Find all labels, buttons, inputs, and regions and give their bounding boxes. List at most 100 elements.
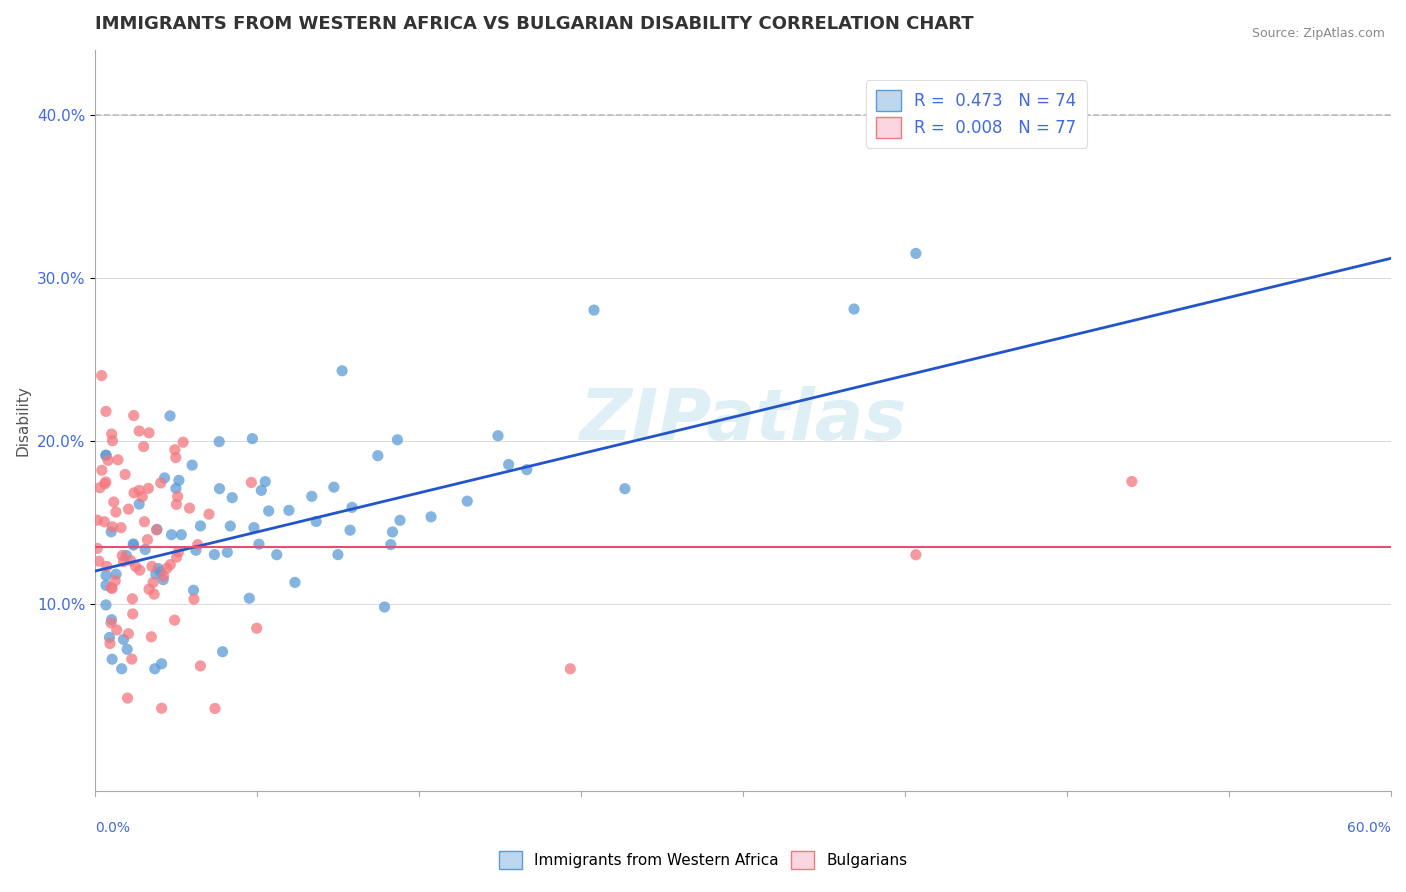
Point (842, 301, 865, 316)
Point (221, 491, 243, 505)
Point (163, 442, 186, 457)
Point (111, 549, 134, 563)
Legend: Immigrants from Western Africa, Bulgarians: Immigrants from Western Africa, Bulgaria… (492, 845, 914, 875)
Point (94, 404, 117, 418)
Point (159, 558, 181, 572)
Point (101, 582, 124, 596)
Point (122, 538, 145, 552)
Point (117, 626, 139, 640)
Point (114, 467, 136, 482)
Point (381, 524, 404, 539)
Point (121, 591, 143, 606)
Point (143, 662, 166, 676)
Point (208, 434, 231, 449)
Point (582, 303, 605, 318)
Point (97, 453, 120, 467)
Point (153, 471, 176, 485)
Point (112, 632, 135, 647)
Point (105, 567, 128, 582)
Point (134, 542, 156, 557)
Point (145, 567, 167, 582)
Point (277, 503, 299, 517)
Point (128, 483, 150, 498)
Point (167, 545, 190, 559)
Point (94, 598, 117, 612)
Point (124, 559, 146, 574)
Point (132, 440, 155, 454)
Point (190, 519, 212, 533)
Point (257, 504, 280, 518)
Point (122, 409, 145, 423)
Point (167, 474, 190, 488)
Point (101, 652, 124, 666)
Point (100, 613, 122, 627)
Point (100, 581, 122, 595)
Point (121, 652, 143, 666)
Point (326, 548, 349, 562)
Point (101, 434, 124, 448)
Point (560, 662, 582, 676)
Point (172, 435, 194, 450)
Point (166, 490, 188, 504)
Point (202, 548, 225, 562)
Point (420, 509, 443, 524)
Point (149, 475, 172, 490)
Point (115, 549, 138, 563)
Point (152, 569, 174, 583)
Point (367, 449, 389, 463)
Point (305, 515, 328, 529)
Point (152, 573, 174, 587)
Point (111, 662, 134, 676)
Point (150, 701, 173, 715)
Point (138, 481, 160, 495)
Text: ZIPatlas: ZIPatlas (579, 386, 907, 455)
Point (165, 450, 187, 465)
Point (131, 490, 153, 504)
Point (613, 482, 636, 496)
Point (198, 507, 221, 521)
Point (98, 631, 121, 645)
Point (86, 513, 108, 527)
Point (122, 537, 145, 551)
Point (115, 642, 138, 657)
Point (141, 630, 163, 644)
Point (105, 623, 128, 637)
Point (190, 659, 212, 673)
Point (486, 429, 509, 443)
Point (145, 523, 167, 537)
Point (340, 500, 363, 515)
Point (93, 515, 115, 529)
Point (149, 565, 172, 579)
Point (134, 515, 156, 529)
Point (90, 368, 112, 383)
Point (904, 548, 927, 562)
Point (1121, 475, 1143, 489)
Point (94, 475, 117, 489)
Point (122, 485, 145, 500)
Point (498, 458, 520, 472)
Point (165, 482, 187, 496)
Point (217, 545, 239, 559)
Point (150, 657, 173, 671)
Point (456, 494, 478, 508)
Point (138, 582, 160, 597)
Point (904, 246, 927, 260)
Point (246, 621, 269, 635)
Point (163, 613, 186, 627)
Point (94, 448, 117, 462)
Point (184, 543, 207, 558)
Point (128, 424, 150, 438)
Point (247, 537, 270, 551)
Point (128, 497, 150, 511)
Point (96, 559, 118, 574)
Point (301, 489, 323, 503)
Point (141, 559, 163, 574)
Point (373, 600, 395, 615)
Point (160, 527, 183, 541)
Point (266, 548, 288, 562)
Point (516, 463, 538, 477)
Point (339, 523, 361, 537)
Point (104, 574, 127, 588)
Point (380, 538, 402, 552)
Point (187, 538, 209, 552)
